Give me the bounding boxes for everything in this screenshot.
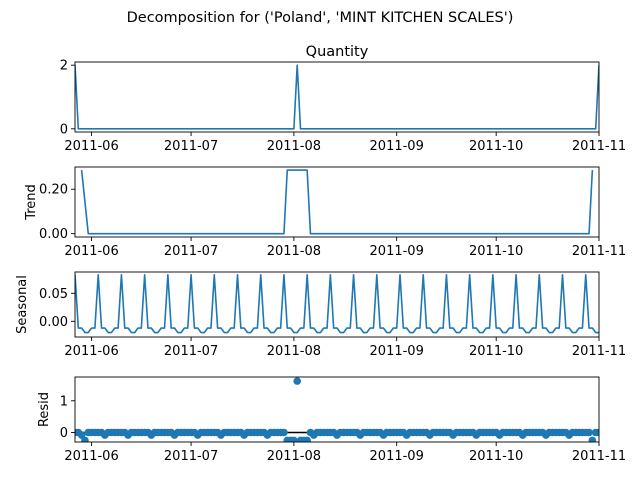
trend-xtick-label: 2011-06 [64, 244, 118, 259]
seasonal-xtick-label: 2011-10 [469, 344, 523, 359]
resid-point [290, 436, 298, 442]
figure-title: Decomposition for ('Poland', 'MINT KITCH… [127, 10, 514, 26]
resid-point [280, 428, 288, 437]
resid-xtick-label: 2011-06 [64, 449, 118, 464]
trend-xtick-label: 2011-08 [267, 244, 321, 259]
observed-xtick-label: 2011-07 [164, 139, 218, 154]
resid-point [81, 436, 89, 442]
resid-xtick-label: 2011-09 [370, 449, 424, 464]
seasonal-xtick-label: 2011-06 [64, 344, 118, 359]
resid-point [585, 428, 593, 437]
observed-axes-frame [74, 61, 600, 133]
seasonal-xtick-label: 2011-09 [370, 344, 424, 359]
trend-ylabel: Trend [24, 184, 39, 221]
resid-xtick-label: 2011-08 [267, 449, 321, 464]
resid-ytick-label: 1 [60, 394, 68, 409]
trend-xtick-label: 2011-11 [572, 244, 626, 259]
trend-series-line [80, 169, 594, 235]
seasonal-ylabel: Seasonal [15, 275, 30, 334]
observed-xtick-label: 2011-10 [469, 139, 523, 154]
resid-point [293, 377, 302, 385]
seasonal-xtick-label: 2011-08 [267, 344, 321, 359]
trend-xtick-label: 2011-09 [370, 244, 424, 259]
resid-xtick-label: 2011-07 [164, 449, 218, 464]
trend-xtick-label: 2011-10 [469, 244, 523, 259]
trend-data-group [80, 169, 594, 235]
resid-data-group [75, 377, 599, 442]
resid-ytick-label: 0 [60, 426, 68, 441]
resid-xtick-label: 2011-11 [572, 449, 626, 464]
trend-axes-frame [74, 166, 600, 238]
seasonal-ytick-label: 0.05 [39, 287, 68, 302]
resid-ylabel: Resid [37, 392, 52, 427]
resid-point [303, 436, 311, 442]
seasonal-xtick-label: 2011-07 [164, 344, 218, 359]
resid-xtick-label: 2011-10 [469, 449, 523, 464]
trend-xtick-label: 2011-07 [164, 244, 218, 259]
observed-ytick-label: 2 [60, 59, 68, 74]
resid-axes-frame [74, 376, 600, 443]
trend-ytick-label: 0.00 [39, 227, 68, 242]
observed-panel-title: Quantity [306, 44, 369, 60]
seasonal-ytick-label: 0.00 [39, 315, 68, 330]
seasonal-xtick-label: 2011-11 [572, 344, 626, 359]
trend-ytick-label: 0.20 [39, 183, 68, 198]
observed-xtick-label: 2011-06 [64, 139, 118, 154]
seasonal-data-group [75, 273, 599, 334]
resid-point [588, 436, 597, 442]
observed-xtick-label: 2011-08 [267, 139, 321, 154]
seasonal-series-line [75, 273, 599, 334]
observed-series-line [75, 64, 599, 130]
observed-ytick-label: 0 [60, 122, 68, 137]
observed-xtick-label: 2011-09 [370, 139, 424, 154]
observed-data-group [75, 64, 599, 130]
observed-xtick-label: 2011-11 [572, 139, 626, 154]
seasonal-axes-frame [74, 271, 600, 338]
resid-point [595, 428, 599, 437]
